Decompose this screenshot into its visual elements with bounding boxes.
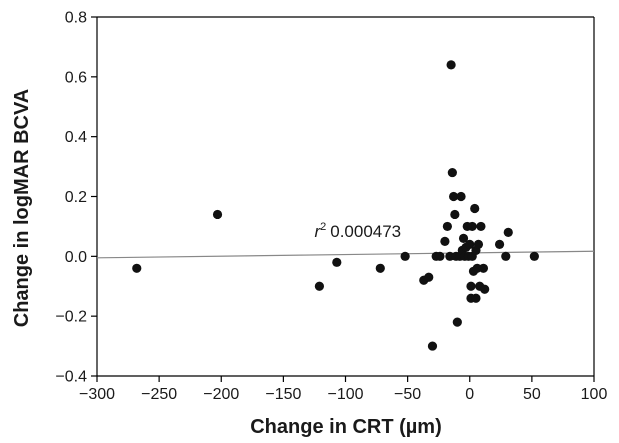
y-ticks: −0.4 −0.2 0.0 0.2 0.4 0.6 0.8 (55, 10, 97, 386)
data-point (427, 341, 438, 351)
data-point (494, 239, 505, 249)
data-point (440, 236, 450, 246)
data-point (476, 221, 486, 232)
x-axis-title: Change in CRT (µm) (250, 416, 442, 438)
data-point (400, 251, 410, 261)
data-point (212, 209, 223, 220)
y-tick-label: 0.0 (65, 249, 87, 266)
r-squared-annotation: r2 0.000473 (314, 221, 401, 241)
data-point (466, 281, 476, 291)
data-point (448, 191, 459, 202)
x-tick-label: 50 (523, 386, 541, 403)
data-point (465, 239, 475, 249)
x-tick-label: −50 (394, 386, 421, 403)
data-point (446, 60, 456, 70)
x-tick-label: −300 (79, 386, 115, 403)
data-point (529, 251, 539, 261)
data-point (471, 293, 481, 303)
y-tick-label: −0.4 (55, 369, 87, 386)
data-point (442, 221, 452, 232)
x-tick-label: −250 (141, 386, 177, 403)
x-tick-label: −150 (265, 386, 301, 403)
data-point (452, 317, 462, 327)
r-symbol: r (314, 222, 321, 241)
data-point (470, 203, 480, 214)
x-tick-label: 100 (581, 386, 608, 403)
data-points (132, 60, 539, 351)
y-tick-label: 0.2 (65, 189, 87, 206)
plot-frame (96, 16, 595, 377)
data-point (375, 263, 385, 273)
data-point (480, 284, 490, 294)
x-tick-label: −100 (327, 386, 363, 403)
data-point (424, 272, 434, 282)
data-point (314, 281, 325, 291)
r-superscript: 2 (320, 221, 326, 233)
y-tick-label: −0.2 (55, 309, 87, 326)
data-point (503, 227, 513, 237)
data-point (450, 209, 460, 220)
data-point (478, 263, 489, 273)
data-point (456, 191, 466, 202)
y-tick-label: 0.8 (65, 10, 87, 27)
data-point (332, 257, 342, 267)
data-point (473, 239, 484, 249)
regression-line (96, 250, 595, 259)
y-axis-title: Change in logMAR BCVA (11, 89, 33, 328)
data-point (458, 233, 469, 243)
y-tick-label: 0.6 (65, 69, 87, 86)
data-point (501, 251, 511, 261)
x-tick-label: 0 (465, 386, 474, 403)
y-tick-label: 0.4 (65, 129, 87, 146)
data-point (467, 221, 477, 232)
data-point (447, 167, 457, 178)
r-squared-value: 0.000473 (330, 222, 401, 241)
data-point (132, 263, 142, 273)
x-ticks: −300 −250 −200 −150 −100 −50 0 50 100 (79, 376, 607, 403)
data-point (435, 251, 445, 261)
x-tick-label: −200 (203, 386, 239, 403)
